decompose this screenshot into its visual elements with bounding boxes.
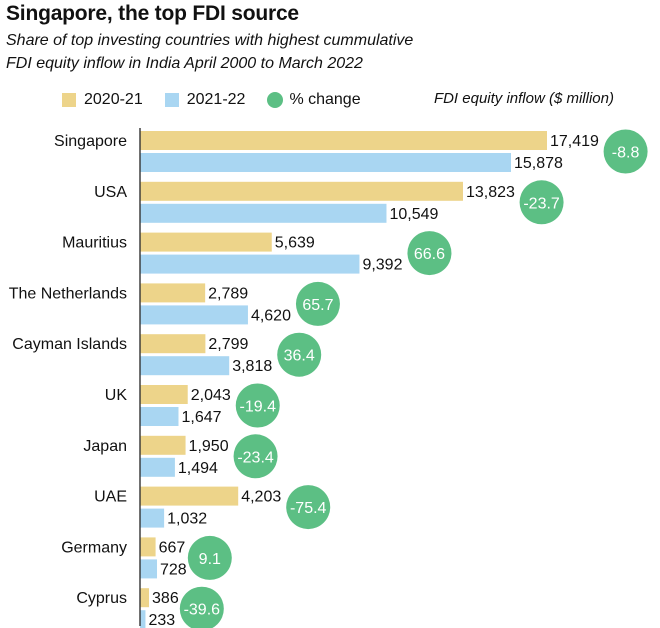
category-label-germany: Germany xyxy=(61,539,127,556)
pct-change-bubble-the-netherlands xyxy=(295,281,340,326)
legend-item-pct-change: % change xyxy=(267,91,361,109)
category-label-mauritius: Mauritius xyxy=(62,235,127,252)
value-label-2020-21-germany: 667 xyxy=(159,539,186,556)
bar-2021-22-cayman-islands xyxy=(140,356,230,376)
value-label-2020-21-japan: 1,950 xyxy=(189,438,229,455)
bar-2021-22-mauritius xyxy=(140,254,360,274)
legend-item-2020-21: 2020-21 xyxy=(62,91,143,109)
category-label-cayman-islands: Cayman Islands xyxy=(12,336,127,353)
value-label-2020-21-cyprus: 386 xyxy=(152,590,179,607)
pct-change-bubble-germany xyxy=(187,535,232,580)
value-label-2021-22-cayman-islands: 3,818 xyxy=(232,358,272,375)
value-label-2021-22-cyprus: 233 xyxy=(148,612,175,628)
category-label-japan: Japan xyxy=(83,438,127,455)
category-label-uk: UK xyxy=(105,387,128,404)
bar-2020-21-usa xyxy=(140,181,463,201)
bar-2021-22-singapore xyxy=(140,153,511,172)
chart-legend: 2020-21 2021-22 % change xyxy=(62,88,383,112)
legend-label-pct-change: % change xyxy=(289,91,361,108)
bar-2020-21-uae xyxy=(140,486,239,506)
bar-2020-21-singapore xyxy=(140,131,547,150)
bar-2020-21-the-netherlands xyxy=(140,283,206,303)
legend-dot-pct-change xyxy=(267,92,284,108)
category-label-usa: USA xyxy=(94,184,127,201)
value-label-2021-22-singapore: 15,878 xyxy=(514,155,563,172)
chart-subtitle-line-2: FDI equity inflow in India April 2000 to… xyxy=(6,55,363,72)
bar-2020-21-cyprus xyxy=(140,588,150,608)
value-label-2021-22-usa: 10,549 xyxy=(389,206,438,223)
value-label-2020-21-singapore: 17,419 xyxy=(550,133,599,150)
pct-change-bubble-uk xyxy=(235,383,280,428)
value-label-2020-21-uae: 4,203 xyxy=(241,489,281,506)
value-label-2021-22-mauritius: 9,392 xyxy=(362,257,402,274)
bar-2021-22-uk xyxy=(140,407,179,426)
value-label-2020-21-usa: 13,823 xyxy=(466,184,515,201)
pct-change-label-the-netherlands: 65.7 xyxy=(302,297,333,314)
legend-label-2021-22: 2021-22 xyxy=(186,91,246,108)
pct-change-label-singapore: -8.8 xyxy=(612,145,640,162)
bar-2021-22-the-netherlands xyxy=(140,305,248,325)
value-label-2020-21-mauritius: 5,639 xyxy=(275,235,315,252)
bar-2020-21-japan xyxy=(140,435,186,455)
bar-2021-22-cyprus xyxy=(140,610,146,628)
bar-2021-22-usa xyxy=(140,203,387,223)
pct-change-label-uk: -19.4 xyxy=(240,399,277,416)
value-label-2021-22-the-netherlands: 4,620 xyxy=(251,307,291,324)
pct-change-label-mauritius: 66.6 xyxy=(414,246,445,263)
category-label-uae: UAE xyxy=(94,489,127,506)
value-label-2020-21-cayman-islands: 2,799 xyxy=(208,336,248,353)
bar-2020-21-cayman-islands xyxy=(140,334,206,354)
legend-swatch-2020-21 xyxy=(62,93,76,107)
value-label-2021-22-germany: 728 xyxy=(160,561,187,578)
pct-change-label-usa: -23.7 xyxy=(523,195,560,212)
chart-subtitle-line-1: Share of top investing countries with hi… xyxy=(6,32,414,49)
pct-change-label-cyprus: -39.6 xyxy=(184,602,221,619)
bar-2021-22-japan xyxy=(140,457,175,477)
bar-2021-22-germany xyxy=(140,559,158,579)
bar-2020-21-germany xyxy=(140,537,156,557)
legend-item-2021-22: 2021-22 xyxy=(164,91,246,109)
value-label-2021-22-uk: 1,647 xyxy=(181,409,221,426)
category-label-cyprus: Cyprus xyxy=(76,590,127,607)
bar-2020-21-uk xyxy=(140,385,188,404)
pct-change-bubble-uae xyxy=(286,485,331,530)
legend-label-2020-21: 2020-21 xyxy=(84,91,143,108)
category-label-the-netherlands: The Netherlands xyxy=(9,285,127,302)
value-label-2020-21-the-netherlands: 2,789 xyxy=(208,285,248,302)
pct-change-bubble-japan xyxy=(233,434,278,479)
pct-change-label-germany: 9.1 xyxy=(199,551,221,568)
category-label-singapore: Singapore xyxy=(54,133,127,150)
pct-change-label-uae: -75.4 xyxy=(290,500,327,517)
bar-2021-22-uae xyxy=(140,508,165,528)
pct-change-label-cayman-islands: 36.4 xyxy=(284,348,315,365)
pct-change-bubble-cyprus xyxy=(179,586,224,628)
pct-change-bubble-mauritius xyxy=(407,231,452,276)
pct-change-bubble-cayman-islands xyxy=(277,332,322,377)
pct-change-label-japan: -23.4 xyxy=(237,449,274,466)
value-label-2020-21-uk: 2,043 xyxy=(191,387,231,404)
unit-note: FDI equity inflow ($ million) xyxy=(433,90,614,107)
value-label-2021-22-japan: 1,494 xyxy=(178,460,218,477)
value-label-2021-22-uae: 1,032 xyxy=(167,511,207,528)
legend-swatch-2021-22 xyxy=(164,93,179,107)
pct-change-bubble-singapore xyxy=(603,129,648,174)
bar-2020-21-mauritius xyxy=(140,232,272,252)
chart-title: Singapore, the top FDI source xyxy=(6,2,299,25)
pct-change-bubble-usa xyxy=(519,180,564,225)
